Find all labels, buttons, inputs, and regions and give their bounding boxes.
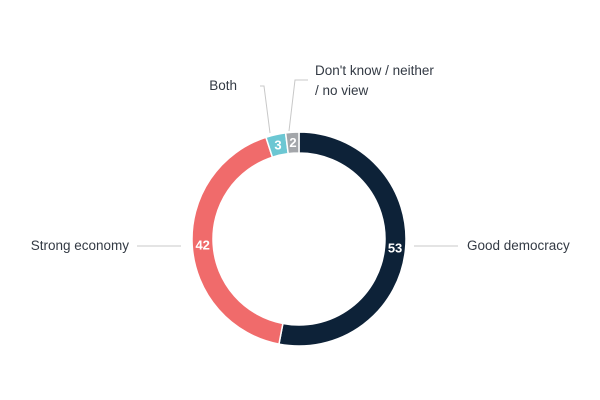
value-label-both: 3 <box>274 137 281 152</box>
value-label-strong-economy: 42 <box>195 238 209 253</box>
slice-good-democracy <box>278 131 407 347</box>
category-label-strong-economy: Strong economy <box>31 238 130 253</box>
leader-line-both <box>260 85 271 134</box>
leader-line-don-t-know-neither <box>288 79 308 132</box>
category-label-both: Both <box>209 78 237 93</box>
category-label-good-democracy: Good democracy <box>467 238 570 253</box>
value-label-good-democracy: 53 <box>388 241 402 256</box>
category-label-don-t-know-neither: Don't know / neither <box>315 63 434 78</box>
category-label-don-t-know-neither-line2: / no view <box>315 83 369 98</box>
slice-don-t-know-neither <box>284 131 300 155</box>
value-label-don-t-know-neither: 2 <box>289 135 296 150</box>
